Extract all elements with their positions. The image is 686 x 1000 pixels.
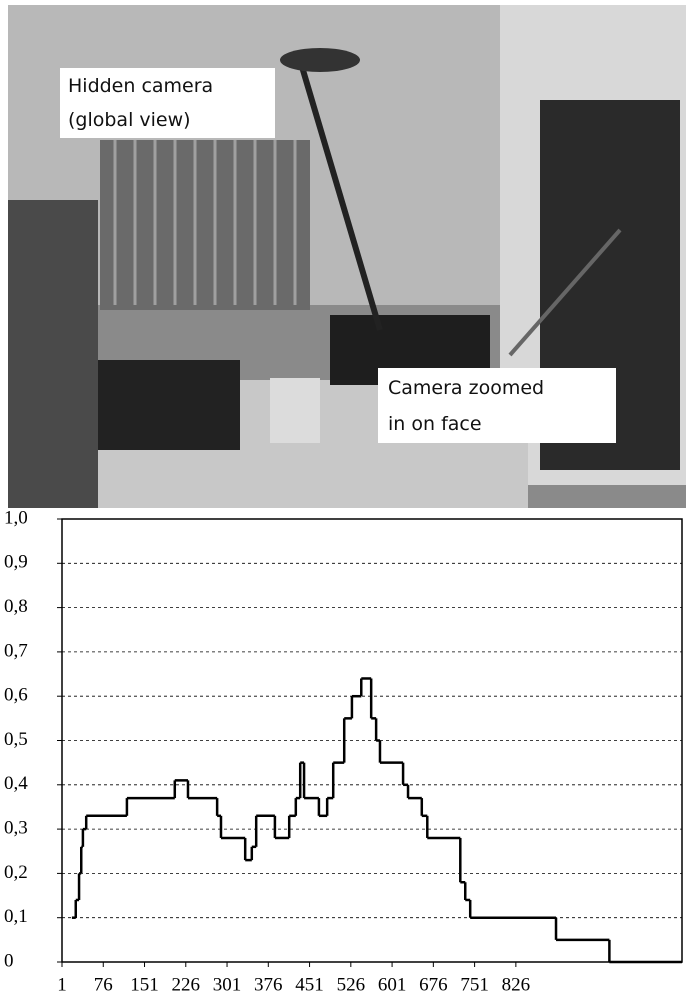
x-tick-label: 601 xyxy=(378,974,407,995)
x-tick-label: 301 xyxy=(213,974,242,995)
chart: 0 0,1 0,2 0,3 0,4 0,5 0,6 0,7 0,8 0,9 1,0 1 76 151 226… xyxy=(4,507,682,995)
x-tick-label: 676 xyxy=(419,974,448,995)
box xyxy=(80,360,240,450)
x-tick-label: 451 xyxy=(295,974,324,995)
y-tick-label: 1,0 xyxy=(4,507,28,528)
y-tick-label: 0,9 xyxy=(4,552,28,573)
y-tick-label: 0,7 xyxy=(4,640,28,661)
y-tick-label: 0,4 xyxy=(4,773,28,794)
y-tick-label: 0 xyxy=(4,950,14,971)
blinds xyxy=(100,140,310,310)
cup xyxy=(270,378,320,443)
x-tick-label: 376 xyxy=(254,974,283,995)
y-tick-label: 0,5 xyxy=(4,729,28,750)
photo-label: Hidden camera xyxy=(68,75,213,97)
photo: Hidden camera (global view) Camera zoome… xyxy=(8,5,686,508)
y-tick-label: 0,1 xyxy=(4,906,28,927)
y-tick-label: 0,2 xyxy=(4,862,28,883)
y-tick-label: 0,6 xyxy=(4,685,28,706)
y-tick-label: 0,3 xyxy=(4,817,28,838)
x-tick-label: 1 xyxy=(57,974,67,995)
x-tick-label: 226 xyxy=(172,974,201,995)
figure: Hidden camera (global view) Camera zoome… xyxy=(0,0,686,1000)
y-tick-label: 0,8 xyxy=(4,596,28,617)
x-tick-label: 526 xyxy=(337,974,366,995)
x-tick-label: 151 xyxy=(130,974,159,995)
x-tick-label: 76 xyxy=(94,974,113,995)
person xyxy=(8,200,98,508)
photo-label: Camera zoomed xyxy=(388,377,544,399)
x-tick-label: 826 xyxy=(502,974,531,995)
x-tick-label: 751 xyxy=(460,974,489,995)
photo-label: in on face xyxy=(388,413,482,435)
camera xyxy=(280,48,360,72)
photo-label: (global view) xyxy=(68,109,191,131)
